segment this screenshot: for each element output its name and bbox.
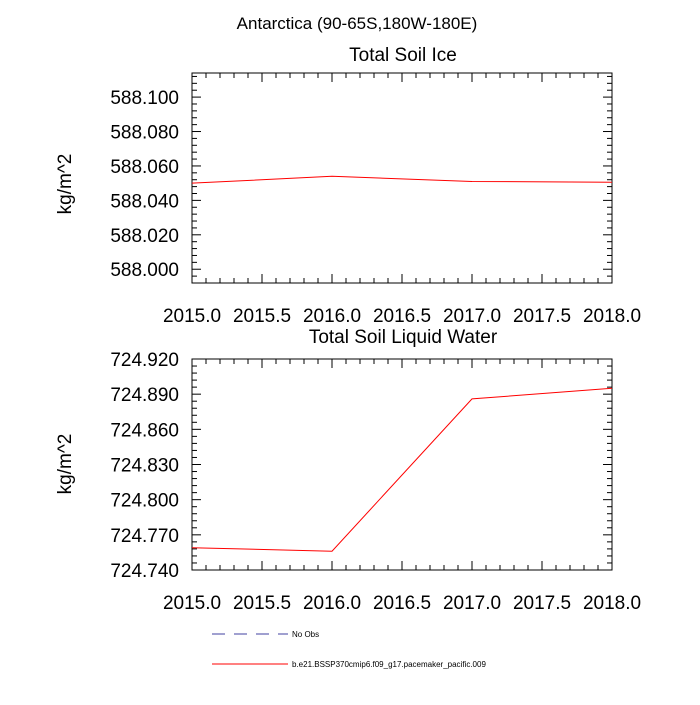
panel-2-xtick-label: 2017.5 <box>513 593 571 614</box>
panel-1-ytick-label: 588.100 <box>110 88 179 109</box>
panel-1-ytick-label: 588.020 <box>110 226 179 247</box>
panel-1-xtick-label: 2015.0 <box>163 306 221 327</box>
legend-label-series: b.e21.BSSP370cmip6.f09_g17.pacemaker_pac… <box>292 660 486 669</box>
panel-1-xtick-label: 2016.0 <box>303 306 361 327</box>
panel-2-ytick-label: 724.920 <box>110 350 179 371</box>
panel-2-title: Total Soil Liquid Water <box>309 327 498 348</box>
panel-2-marks: 2015.0 2015.5 2016.0 2016.5 2017.0 2017.5 2018… <box>110 350 641 614</box>
panel-1-ytick-label: 588.080 <box>110 123 179 144</box>
panel-1-xtick-label: 2016.5 <box>373 306 431 327</box>
panel-2-xtick-label: 2016.5 <box>373 593 431 614</box>
panel-1-title: Total Soil Ice <box>349 45 457 66</box>
panel-2-xtick-label: 2015.5 <box>233 593 291 614</box>
panel-1-frame <box>191 72 613 284</box>
figure-title: Antarctica (90-65S,180W-180E) <box>237 14 478 33</box>
panel-1-series-line <box>191 175 613 184</box>
panel-2-ytick-label: 724.800 <box>110 491 179 512</box>
panel-2-xtick-label: 2016.0 <box>303 593 361 614</box>
panel-1-marks: 2015.0 2015.5 2016.0 2016.5 2017.0 2017.5 2018… <box>110 73 641 327</box>
panel-1-xtick-label: 2017.5 <box>513 306 571 327</box>
panel-2-frame <box>191 358 613 571</box>
legend-label-no-obs: No Obs <box>292 630 319 639</box>
panel-1-xtick-label: 2017.0 <box>443 306 501 327</box>
panel-2-ytick-label: 724.770 <box>110 526 179 547</box>
panel-2-ytick-label: 724.890 <box>110 385 179 406</box>
panel-1-xtick-label: 2018.0 <box>583 306 641 327</box>
panel-1-xtick-label: 2015.5 <box>233 306 291 327</box>
panel-2-xtick-label: 2018.0 <box>583 593 641 614</box>
panel-1-ylabel: kg/m^2 <box>55 154 76 215</box>
panel-1-ytick-label: 588.040 <box>110 191 179 212</box>
panel-2-xtick-label: 2015.0 <box>163 593 221 614</box>
panel-2-ytick-label: 724.860 <box>110 420 179 441</box>
legend: No Obs b.e21.BSSP370cmip6.f09_g17.pacema… <box>212 630 486 669</box>
panel-1-ytick-label: 588.000 <box>110 260 179 281</box>
panel-2-ytick-label: 724.830 <box>110 456 179 477</box>
panel-2-xtick-label: 2017.0 <box>443 593 501 614</box>
panel-2-ytick-label: 724.740 <box>110 561 179 582</box>
panel-2-ylabel: kg/m^2 <box>55 434 76 495</box>
panel-1-ytick-label: 588.060 <box>110 157 179 178</box>
panel-2-series-line <box>191 387 613 552</box>
